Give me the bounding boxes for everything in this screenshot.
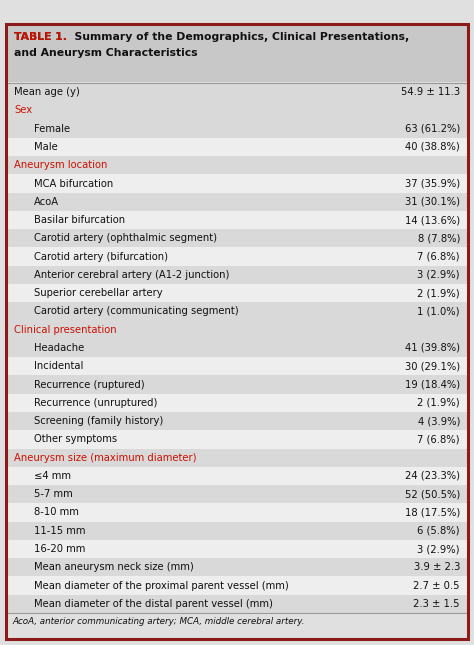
Text: 30 (29.1%): 30 (29.1%) — [405, 361, 460, 372]
Bar — [6, 412, 468, 430]
Text: Recurrence (unruptured): Recurrence (unruptured) — [34, 398, 157, 408]
Text: Mean diameter of the proximal parent vessel (mm): Mean diameter of the proximal parent ves… — [34, 580, 289, 591]
Text: 6 (5.8%): 6 (5.8%) — [418, 526, 460, 536]
Text: Screening (family history): Screening (family history) — [34, 416, 163, 426]
Text: Headache: Headache — [34, 343, 84, 353]
Bar — [6, 357, 468, 375]
Bar — [6, 430, 468, 448]
Bar — [6, 485, 468, 503]
Text: MCA bifurcation: MCA bifurcation — [34, 179, 113, 188]
Bar — [6, 339, 468, 357]
Text: 7 (6.8%): 7 (6.8%) — [418, 252, 460, 262]
Text: Carotid artery (ophthalmic segment): Carotid artery (ophthalmic segment) — [34, 233, 217, 243]
Text: Female: Female — [34, 124, 70, 134]
Bar — [6, 503, 468, 522]
Bar — [6, 595, 468, 613]
Text: Recurrence (ruptured): Recurrence (ruptured) — [34, 379, 145, 390]
Bar — [6, 174, 468, 193]
Text: 1 (1.0%): 1 (1.0%) — [418, 306, 460, 317]
Text: 40 (38.8%): 40 (38.8%) — [405, 142, 460, 152]
Bar — [6, 303, 468, 321]
Text: AcoA, anterior communicating artery; MCA, middle cerebral artery.: AcoA, anterior communicating artery; MCA… — [12, 617, 304, 626]
Text: 3 (2.9%): 3 (2.9%) — [418, 270, 460, 280]
Bar — [6, 393, 468, 412]
Bar — [6, 156, 468, 174]
Text: 8-10 mm: 8-10 mm — [34, 508, 79, 517]
Text: 2.3 ± 1.5: 2.3 ± 1.5 — [413, 599, 460, 609]
Text: Mean diameter of the distal parent vessel (mm): Mean diameter of the distal parent vesse… — [34, 599, 273, 609]
Text: 7 (6.8%): 7 (6.8%) — [418, 434, 460, 444]
Text: Aneurysm size (maximum diameter): Aneurysm size (maximum diameter) — [14, 453, 197, 462]
Text: 11-15 mm: 11-15 mm — [34, 526, 85, 536]
Bar — [6, 119, 468, 138]
Bar — [6, 248, 468, 266]
Text: 37 (35.9%): 37 (35.9%) — [405, 179, 460, 188]
Bar — [6, 101, 468, 119]
Text: 4 (3.9%): 4 (3.9%) — [418, 416, 460, 426]
Bar — [6, 266, 468, 284]
Text: and Aneurysm Characteristics: and Aneurysm Characteristics — [14, 48, 198, 58]
Bar — [6, 229, 468, 248]
Text: 2 (1.9%): 2 (1.9%) — [418, 288, 460, 298]
Text: Basilar bifurcation: Basilar bifurcation — [34, 215, 125, 225]
Text: 16-20 mm: 16-20 mm — [34, 544, 85, 554]
Bar — [6, 540, 468, 558]
Bar — [6, 448, 468, 467]
Text: AcoA: AcoA — [34, 197, 59, 207]
Text: Carotid artery (bifurcation): Carotid artery (bifurcation) — [34, 252, 168, 262]
Text: 63 (61.2%): 63 (61.2%) — [405, 124, 460, 134]
Text: 31 (30.1%): 31 (30.1%) — [405, 197, 460, 207]
Bar — [6, 467, 468, 485]
Text: 18 (17.5%): 18 (17.5%) — [405, 508, 460, 517]
Text: Carotid artery (communicating segment): Carotid artery (communicating segment) — [34, 306, 238, 317]
Text: 14 (13.6%): 14 (13.6%) — [405, 215, 460, 225]
Bar — [6, 321, 468, 339]
Text: 2 (1.9%): 2 (1.9%) — [418, 398, 460, 408]
Text: 54.9 ± 11.3: 54.9 ± 11.3 — [401, 87, 460, 97]
Text: TABLE 1.  Summary of the Demographics, Clinical Presentations,: TABLE 1. Summary of the Demographics, Cl… — [14, 32, 409, 42]
Text: 8 (7.8%): 8 (7.8%) — [418, 233, 460, 243]
Text: ≤4 mm: ≤4 mm — [34, 471, 71, 481]
Text: Superior cerebellar artery: Superior cerebellar artery — [34, 288, 163, 298]
Bar — [6, 522, 468, 540]
Text: Clinical presentation: Clinical presentation — [14, 324, 117, 335]
Bar — [6, 83, 468, 101]
Text: Other symptoms: Other symptoms — [34, 434, 117, 444]
Text: Mean aneurysm neck size (mm): Mean aneurysm neck size (mm) — [34, 562, 194, 572]
Bar — [6, 375, 468, 393]
Bar — [6, 284, 468, 303]
Text: 24 (23.3%): 24 (23.3%) — [405, 471, 460, 481]
Text: 3.9 ± 2.3: 3.9 ± 2.3 — [414, 562, 460, 572]
Text: Sex: Sex — [14, 105, 32, 115]
Text: Male: Male — [34, 142, 58, 152]
Bar — [6, 138, 468, 156]
Text: 19 (18.4%): 19 (18.4%) — [405, 379, 460, 390]
Bar — [6, 193, 468, 211]
Text: Aneurysm location: Aneurysm location — [14, 160, 108, 170]
Bar — [6, 558, 468, 577]
Text: 2.7 ± 0.5: 2.7 ± 0.5 — [413, 580, 460, 591]
Text: TABLE 1.: TABLE 1. — [14, 32, 67, 42]
Bar — [6, 577, 468, 595]
Text: 52 (50.5%): 52 (50.5%) — [405, 489, 460, 499]
Text: 3 (2.9%): 3 (2.9%) — [418, 544, 460, 554]
Text: Incidental: Incidental — [34, 361, 83, 372]
Bar — [6, 24, 468, 82]
Text: Mean age (y): Mean age (y) — [14, 87, 80, 97]
Text: 41 (39.8%): 41 (39.8%) — [405, 343, 460, 353]
Bar — [6, 211, 468, 229]
Text: 5-7 mm: 5-7 mm — [34, 489, 73, 499]
Text: Anterior cerebral artery (A1-2 junction): Anterior cerebral artery (A1-2 junction) — [34, 270, 229, 280]
